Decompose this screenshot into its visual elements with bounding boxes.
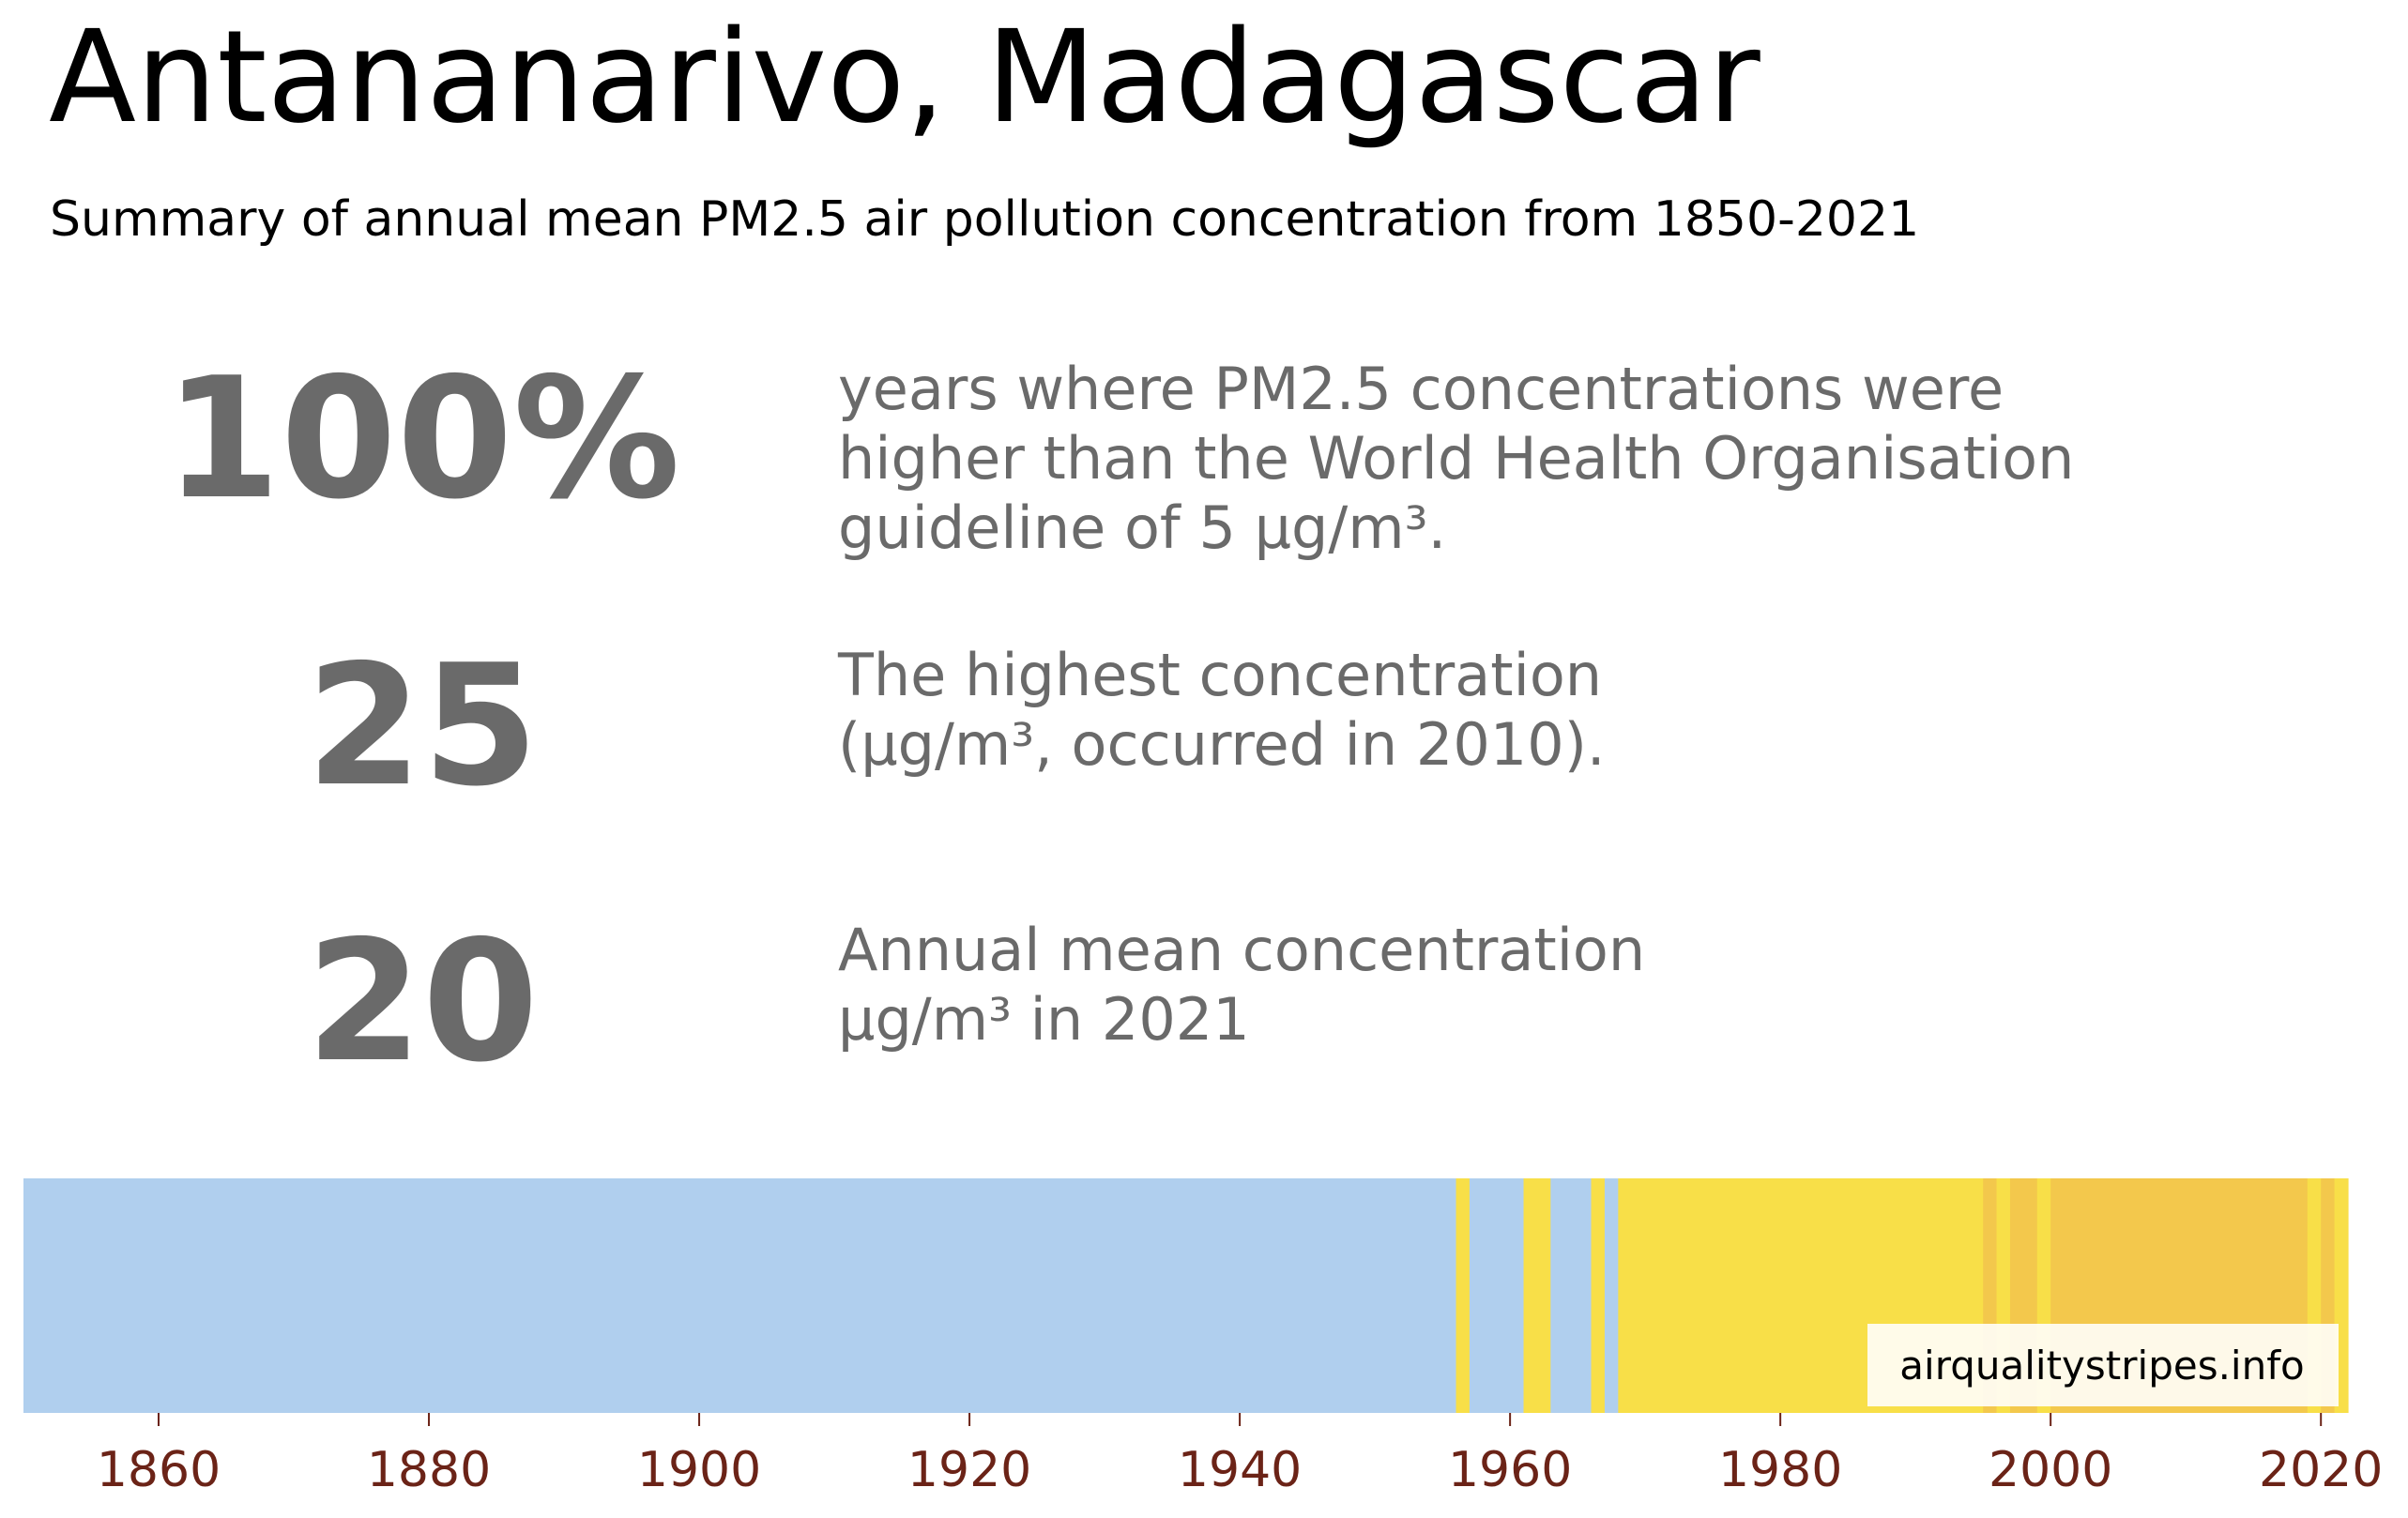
stripe-band-0: [23, 1178, 1457, 1413]
stripe-band-3: [1523, 1178, 1551, 1413]
source-label-background: [1867, 1324, 2339, 1406]
x-tick-label-1900: 1900: [637, 1442, 761, 1498]
page-title: Antananarivo, Madagascar: [49, 4, 1760, 152]
x-tick-label-1960: 1960: [1448, 1442, 1572, 1498]
stat-description-latest: Annual mean concentration µg/m³ in 2021: [838, 916, 1646, 1054]
stripe-band-4: [1550, 1178, 1593, 1413]
x-tick-label-1980: 1980: [1718, 1442, 1842, 1498]
x-axis: 1860 1880 1900 1920 1940 1960 1980 2000 2020: [97, 1413, 2383, 1498]
source-label: airqualitystripes.info: [1867, 1324, 2339, 1406]
stat-value-latest: 20: [306, 904, 539, 1099]
stat-description-exceedance: years where PM2.5 concentrations were hi…: [838, 355, 2075, 562]
x-tick-label-1920: 1920: [907, 1442, 1031, 1498]
x-tick-label-2000: 2000: [1989, 1442, 2112, 1498]
stripe-band-6: [1604, 1178, 1619, 1413]
x-tick-label-2020: 2020: [2259, 1442, 2383, 1498]
source-label-text: airqualitystripes.info: [1899, 1343, 2304, 1389]
x-tick-label-1880: 1880: [367, 1442, 491, 1498]
page-subtitle: Summary of annual mean PM2.5 air polluti…: [50, 191, 1920, 248]
stripe-band-1: [1455, 1178, 1471, 1413]
x-tick-label-1940: 1940: [1178, 1442, 1302, 1498]
stat-value-highest: 25: [306, 629, 539, 823]
stripe-band-5: [1591, 1178, 1606, 1413]
x-tick-label-1860: 1860: [97, 1442, 221, 1498]
stat-description-highest: The highest concentration (µg/m³, occurr…: [838, 641, 1606, 779]
stat-value-exceedance: 100%: [164, 342, 680, 536]
stripe-band-2: [1469, 1178, 1525, 1413]
